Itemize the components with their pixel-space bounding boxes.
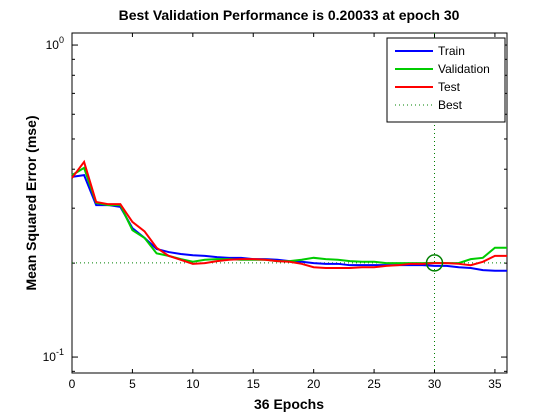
y-tick-label: 10-1 [43, 347, 64, 364]
legend-label: Test [438, 80, 461, 94]
legend-label: Validation [438, 62, 490, 76]
best-marker [425, 254, 444, 272]
x-tick-label: 25 [367, 377, 381, 391]
x-tick-label: 10 [186, 377, 200, 391]
chart-title: Best Validation Performance is 0.20033 a… [119, 7, 460, 23]
x-tick-label: 20 [307, 377, 321, 391]
x-tick-label: 30 [428, 377, 442, 391]
legend-label: Best [438, 98, 463, 112]
x-tick-label: 0 [69, 377, 76, 391]
y-tick-exponent: 0 [59, 35, 64, 45]
x-axis-label: 36 Epochs [254, 396, 324, 412]
y-tick-label: 100 [46, 35, 64, 52]
legend-label: Train [438, 44, 465, 58]
y-tick-exponent: -1 [56, 347, 64, 357]
y-tick-base: 10 [46, 38, 60, 52]
series-line [71, 159, 507, 269]
y-tick-base: 10 [43, 350, 57, 364]
y-axis-label: Mean Squared Error (mse) [23, 115, 39, 290]
x-tick-label: 15 [247, 377, 261, 391]
x-tick-label: 35 [488, 377, 502, 391]
x-tick-label: 5 [129, 377, 136, 391]
